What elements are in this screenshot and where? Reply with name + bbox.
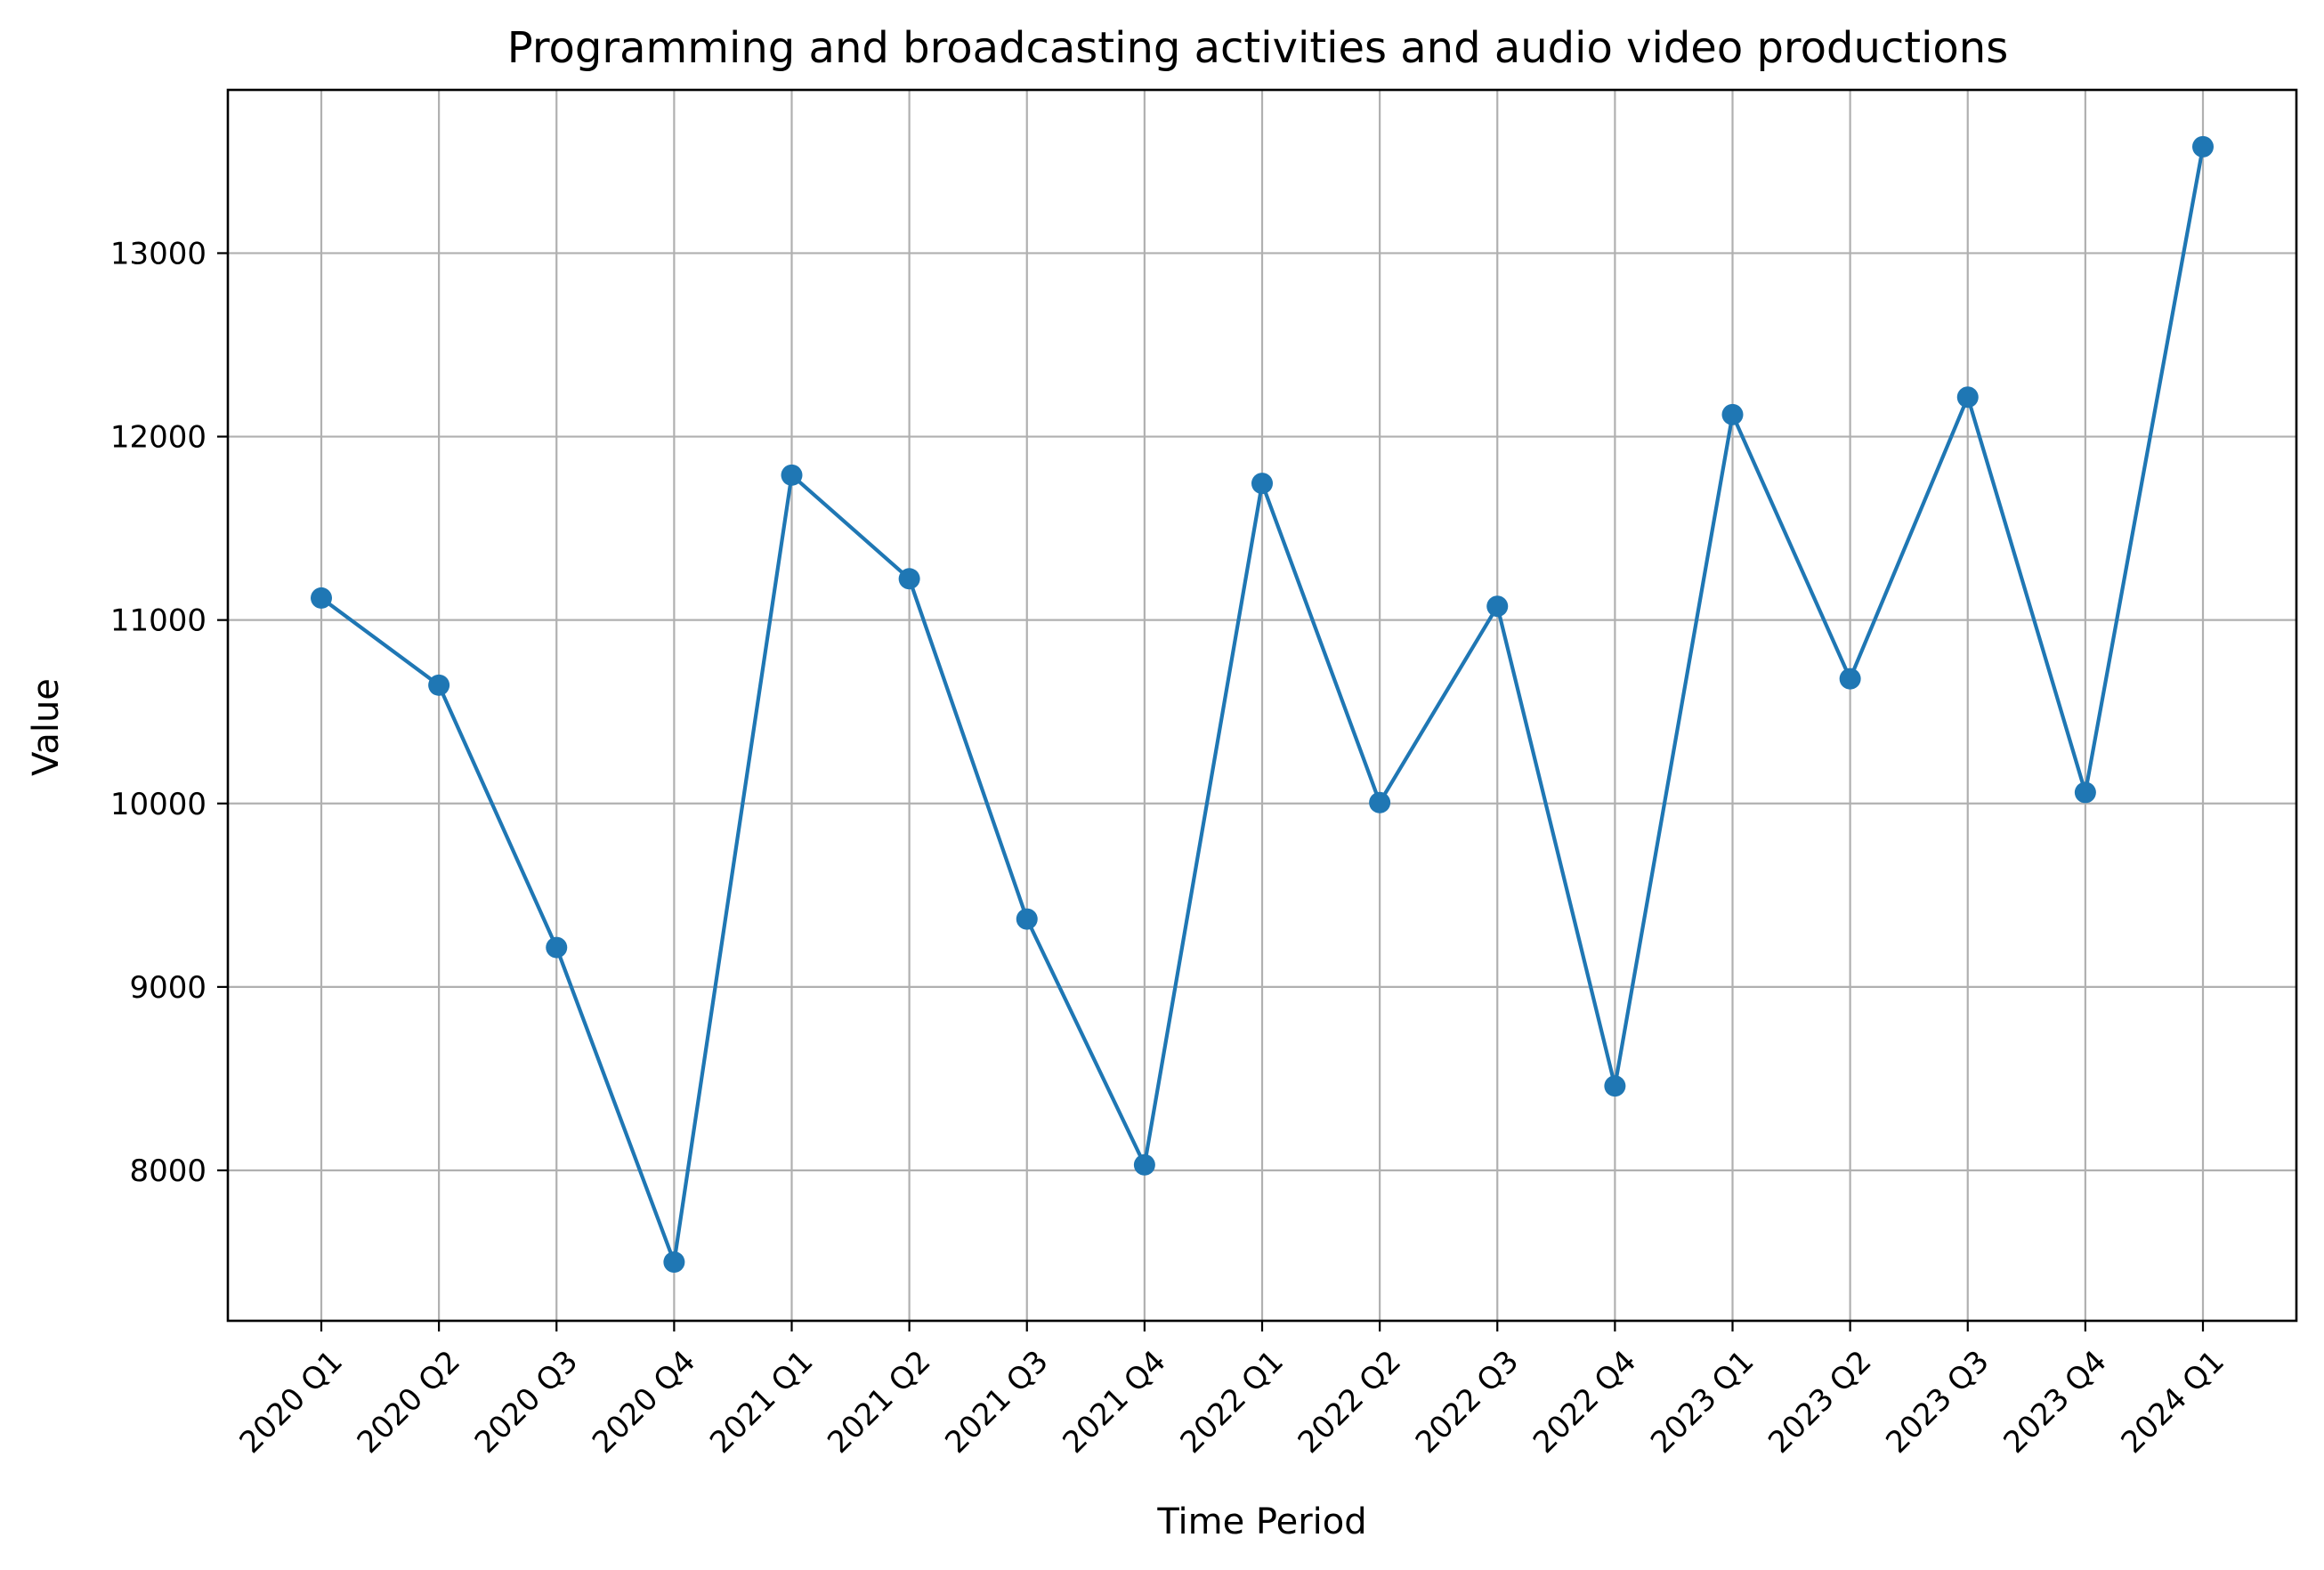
x-tick-label: 2022 Q4 — [1526, 1344, 1643, 1461]
data-point — [546, 936, 568, 959]
chart-title: Programming and broadcasting activities … — [507, 23, 2008, 73]
data-point — [1956, 386, 1979, 409]
x-tick-label: 2021 Q4 — [1056, 1344, 1172, 1461]
x-tick-label: 2023 Q3 — [1879, 1344, 1996, 1461]
data-point — [428, 674, 450, 696]
grid-lines — [228, 90, 2296, 1321]
data-point — [1721, 403, 1744, 425]
data-point — [2192, 135, 2214, 158]
x-tick-label: 2020 Q3 — [468, 1344, 585, 1461]
x-tick-label: 2020 Q2 — [351, 1344, 467, 1461]
data-point — [1486, 595, 1509, 618]
data-point — [1369, 791, 1391, 813]
series-layer — [311, 135, 2214, 1274]
x-tick-label: 2022 Q1 — [1174, 1344, 1291, 1461]
y-tick-label: 8000 — [129, 1153, 206, 1189]
data-point — [1604, 1075, 1626, 1097]
x-tick-label: 2020 Q1 — [233, 1344, 350, 1461]
data-point — [663, 1251, 685, 1274]
x-tick-label: 2023 Q4 — [1996, 1344, 2113, 1461]
data-point — [311, 587, 332, 609]
y-tick-label: 11000 — [110, 603, 206, 639]
data-point — [1839, 668, 1861, 690]
y-tick-label: 12000 — [110, 420, 206, 456]
x-axis-label: Time Period — [1156, 1501, 1366, 1542]
x-tick-label: 2023 Q1 — [1644, 1344, 1761, 1461]
data-point — [1016, 908, 1038, 930]
x-tick-label: 2020 Q4 — [586, 1344, 702, 1461]
x-tick-label: 2024 Q1 — [2115, 1344, 2231, 1461]
y-axis-label: Value — [26, 678, 67, 776]
x-tick-label: 2021 Q2 — [821, 1344, 937, 1461]
x-tick-label: 2022 Q2 — [1292, 1344, 1408, 1461]
axis-ticks: 2020 Q1 2020 Q2 2020 Q3 2020 Q4 2021 Q1 2021 … — [110, 236, 2231, 1461]
data-point — [781, 464, 803, 486]
x-tick-label: 2022 Q3 — [1409, 1344, 1526, 1461]
data-point — [898, 568, 920, 590]
y-tick-label: 9000 — [129, 970, 206, 1006]
y-tick-label: 10000 — [110, 787, 206, 822]
y-tick-label: 13000 — [110, 236, 206, 271]
x-tick-label: 2021 Q3 — [938, 1344, 1055, 1461]
data-point — [1133, 1153, 1155, 1176]
data-point — [1251, 473, 1273, 495]
x-tick-label: 2023 Q2 — [1761, 1344, 1878, 1461]
x-tick-label: 2021 Q1 — [703, 1344, 820, 1461]
data-point — [2074, 781, 2096, 804]
